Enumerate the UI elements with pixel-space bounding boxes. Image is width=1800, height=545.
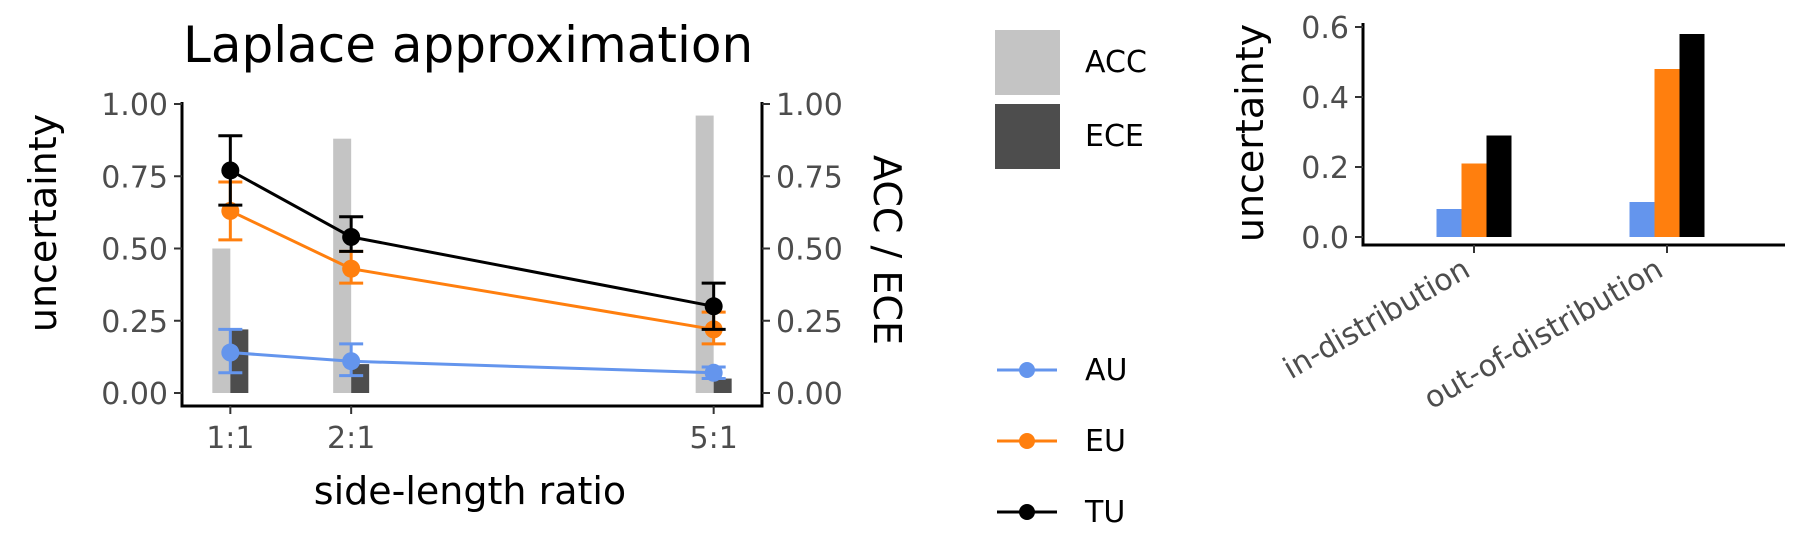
y2-axis-title: ACC / ECE — [865, 155, 909, 345]
bar-ece-1-1 — [230, 329, 249, 393]
bar-au-out-of-distribution — [1629, 202, 1655, 237]
x-tick-label: 5:1 — [690, 421, 738, 456]
y2-tick-label: 0.75 — [776, 160, 843, 195]
y-axis-title: uncertainty — [21, 114, 65, 332]
y-tick-label: 0.25 — [101, 305, 168, 340]
y-tick-label: 0.75 — [101, 160, 168, 195]
legend-swatch-ece — [995, 104, 1060, 169]
legend-swatch-acc — [995, 30, 1060, 95]
right-plot-area: 0.00.20.40.6in-distributionout-of-distri… — [1277, 11, 1785, 417]
point-tu-5-1 — [704, 297, 723, 316]
right-x-tick-label: in-distribution — [1277, 252, 1476, 387]
point-au-5-1 — [704, 363, 723, 382]
y-tick-label: 1.00 — [101, 88, 168, 123]
y2-tick-label: 1.00 — [776, 88, 843, 123]
chart-title: Laplace approximation — [183, 16, 753, 74]
x-axis-title: side-length ratio — [314, 469, 626, 513]
left-plot-area: 0.00 0.25 0.50 0.75 1.00 0.00 0.25 0.50 0.75 1.00… — [101, 88, 843, 456]
point-tu-1-1 — [221, 161, 240, 180]
bar-eu-in-distribution — [1461, 163, 1487, 237]
point-tu-2-1 — [342, 227, 361, 246]
right-y-tick-label: 0.0 — [1301, 221, 1349, 256]
legend-label-acc: ACC — [1085, 45, 1147, 80]
legend-label-tu: TU — [1084, 495, 1125, 530]
bar-tu-out-of-distribution — [1679, 34, 1705, 237]
right-y-tick-label: 0.4 — [1301, 81, 1349, 116]
legend: ACC ECE AU EU TU — [995, 30, 1147, 530]
series-line-eu — [229, 209, 714, 331]
bar-au-in-distribution — [1436, 209, 1462, 237]
y2-tick-label: 0.50 — [776, 233, 843, 268]
y-tick-label: 0.50 — [101, 233, 168, 268]
bar-eu-out-of-distribution — [1654, 69, 1680, 237]
series-line-tu — [229, 169, 714, 308]
x-tick-label: 2:1 — [327, 421, 375, 456]
series-line-au — [230, 351, 714, 375]
y2-tick-label: 0.25 — [776, 305, 843, 340]
legend-marker-eu — [1019, 433, 1035, 449]
bar-ece-5-1 — [713, 378, 732, 393]
point-au-1-1 — [221, 343, 240, 362]
y2-tick-label: 0.00 — [776, 377, 843, 412]
y-tick-label: 0.00 — [101, 377, 168, 412]
bar-ece-2-1 — [351, 364, 370, 393]
bar-tu-in-distribution — [1486, 135, 1512, 237]
bar-acc-5-1 — [695, 115, 714, 393]
right-y-axis-title: uncertainty — [1228, 24, 1272, 242]
right-y-tick-label: 0.2 — [1301, 151, 1349, 186]
legend-label-eu: EU — [1085, 424, 1126, 459]
legend-label-ece: ECE — [1085, 119, 1144, 154]
legend-marker-tu — [1019, 504, 1035, 520]
point-au-2-1 — [342, 352, 361, 371]
right-y-tick-label: 0.6 — [1301, 11, 1349, 46]
legend-marker-au — [1019, 362, 1035, 378]
point-eu-2-1 — [342, 259, 361, 278]
x-tick-label: 1:1 — [206, 421, 254, 456]
legend-label-au: AU — [1085, 353, 1127, 388]
